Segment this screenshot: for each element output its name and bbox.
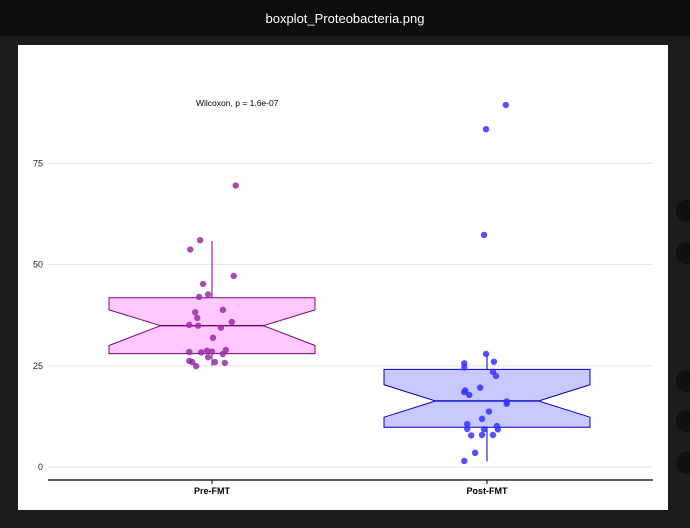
data-point	[466, 391, 473, 399]
data-point	[191, 309, 199, 316]
data-point	[471, 449, 479, 457]
data-point	[478, 415, 486, 423]
data-point	[211, 358, 219, 366]
data-point	[228, 318, 235, 326]
boxes	[108, 241, 591, 462]
data-point	[230, 272, 237, 280]
data-point	[194, 322, 202, 329]
data-point	[476, 384, 484, 391]
window-title: boxplot_Proteobacteria.png	[265, 10, 425, 26]
y-tick-label: 50	[33, 260, 43, 270]
data-point	[197, 349, 205, 356]
y-tick-label: 75	[33, 158, 43, 168]
side-panel-button[interactable]	[676, 370, 690, 392]
image-canvas: 0 25 50 75 Pre-FMT Post-FMT Wilcoxon, p = 1.…	[18, 45, 668, 510]
y-tick-label: 0	[38, 462, 43, 472]
data-point	[478, 431, 486, 439]
data-point	[186, 348, 193, 356]
data-point	[489, 431, 497, 439]
data-point	[217, 324, 225, 331]
data-point	[221, 359, 229, 367]
data-point	[193, 314, 201, 322]
data-point	[196, 237, 204, 244]
y-axis-ticks: 0 25 50 75	[33, 158, 43, 472]
x-tick-label: Post-FMT	[467, 486, 508, 496]
notched-box	[383, 368, 591, 428]
side-panel-button[interactable]	[676, 200, 690, 222]
data-point	[195, 293, 203, 301]
data-point	[232, 182, 239, 189]
data-point	[464, 425, 471, 433]
data-point	[199, 280, 207, 288]
data-point	[461, 388, 468, 396]
data-point	[209, 334, 217, 342]
test-annotation: Wilcoxon, p = 1.6e-07	[196, 98, 279, 108]
data-point	[485, 408, 493, 415]
data-points	[186, 101, 510, 465]
data-point	[494, 426, 502, 433]
data-point	[490, 358, 498, 365]
data-point	[502, 101, 509, 109]
data-point	[204, 291, 212, 298]
data-point	[492, 372, 500, 380]
data-point	[503, 400, 510, 408]
data-point	[482, 126, 490, 133]
data-point	[204, 354, 212, 361]
data-point	[480, 426, 488, 433]
data-point	[208, 348, 216, 355]
y-tick-label: 25	[33, 361, 43, 371]
grid-lines	[48, 162, 653, 468]
side-panel-button[interactable]	[676, 410, 690, 432]
data-point	[461, 364, 468, 371]
data-point	[467, 432, 475, 439]
x-tick-label: Pre-FMT	[194, 486, 231, 496]
data-point	[192, 362, 200, 370]
data-point	[464, 420, 471, 428]
window-titlebar: boxplot_Proteobacteria.png	[0, 0, 690, 36]
data-point	[480, 231, 488, 239]
data-point	[482, 350, 490, 358]
side-panel-button[interactable]	[676, 242, 690, 264]
boxplot-chart: 0 25 50 75 Pre-FMT Post-FMT Wilcoxon, p = 1.…	[33, 98, 653, 496]
data-point	[461, 457, 468, 465]
x-axis-ticks: Pre-FMT Post-FMT	[194, 480, 508, 496]
data-point	[219, 350, 227, 358]
data-point	[187, 246, 194, 253]
data-point	[189, 358, 196, 366]
data-point	[203, 347, 211, 354]
data-point	[186, 321, 193, 329]
data-point	[219, 306, 227, 314]
side-panel-button[interactable]	[676, 452, 690, 474]
